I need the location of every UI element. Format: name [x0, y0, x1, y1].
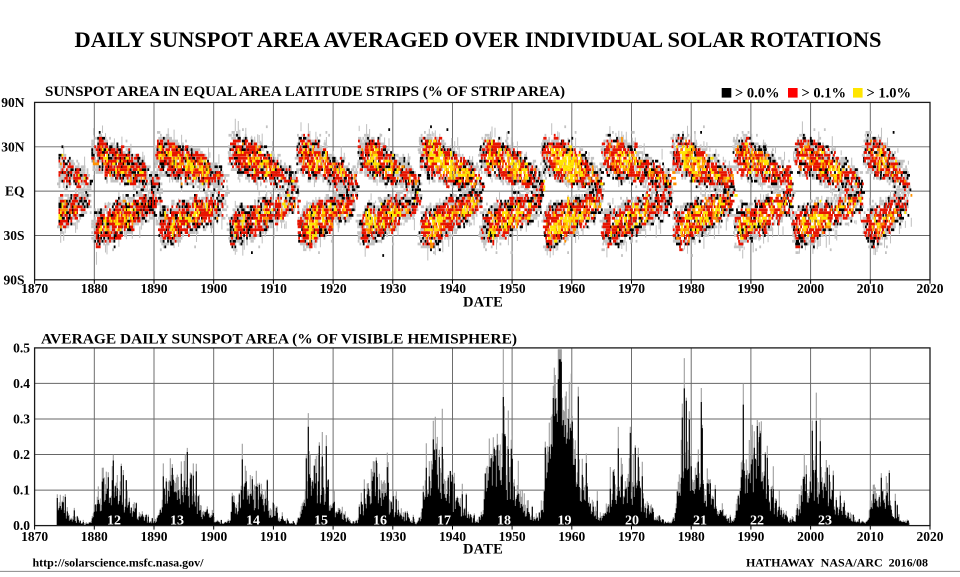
svg-text:1870: 1870 [21, 529, 48, 544]
svg-text:1900: 1900 [200, 281, 227, 296]
svg-text:30S: 30S [3, 228, 24, 243]
svg-text:1880: 1880 [81, 281, 108, 296]
svg-text:0.5: 0.5 [13, 341, 30, 356]
svg-text:1980: 1980 [678, 281, 705, 296]
svg-text:1930: 1930 [379, 529, 406, 544]
svg-text:2010: 2010 [857, 529, 884, 544]
svg-text:0.3: 0.3 [13, 412, 30, 427]
svg-text:DATE: DATE [463, 295, 503, 311]
svg-text:SUNSPOT AREA IN EQUAL AREA LAT: SUNSPOT AREA IN EQUAL AREA LATITUDE STRI… [45, 84, 565, 100]
svg-text:1990: 1990 [737, 529, 764, 544]
svg-text:0.4: 0.4 [13, 376, 30, 391]
svg-text:DATE: DATE [463, 542, 503, 558]
svg-text:14: 14 [246, 514, 260, 529]
svg-text:1920: 1920 [320, 529, 347, 544]
svg-text:0.1: 0.1 [13, 483, 30, 498]
svg-text:1940: 1940 [439, 281, 466, 296]
svg-text:22: 22 [750, 514, 764, 529]
svg-text:1910: 1910 [260, 281, 287, 296]
svg-text:1900: 1900 [200, 529, 227, 544]
svg-text:2000: 2000 [797, 529, 824, 544]
svg-text:1920: 1920 [320, 281, 347, 296]
svg-text:1880: 1880 [81, 529, 108, 544]
svg-text:> 0.0%: > 0.0% [735, 86, 780, 102]
svg-text:1890: 1890 [141, 281, 168, 296]
svg-text:90N: 90N [1, 95, 25, 110]
svg-text:2020: 2020 [917, 281, 944, 296]
svg-text:90S: 90S [3, 272, 24, 287]
svg-text:EQ: EQ [5, 184, 25, 199]
svg-text:16: 16 [373, 514, 387, 529]
svg-text:> 0.1%: > 0.1% [802, 86, 847, 102]
svg-text:1930: 1930 [379, 281, 406, 296]
svg-text:13: 13 [170, 514, 184, 529]
svg-text:2000: 2000 [797, 281, 824, 296]
svg-text:18: 18 [497, 514, 511, 529]
svg-text:AVERAGE DAILY SUNSPOT AREA (%: AVERAGE DAILY SUNSPOT AREA (% OF VISIBLE… [41, 332, 517, 348]
svg-text:1940: 1940 [439, 529, 466, 544]
svg-text:0.2: 0.2 [13, 447, 30, 462]
svg-text:2010: 2010 [857, 281, 884, 296]
svg-text:19: 19 [558, 514, 572, 529]
svg-text:1960: 1960 [558, 529, 585, 544]
svg-text:30N: 30N [1, 139, 25, 154]
svg-text:http://solarscience.msfc.nasa.: http://solarscience.msfc.nasa.gov/ [33, 556, 205, 570]
svg-text:0.0: 0.0 [13, 518, 30, 533]
svg-text:1960: 1960 [558, 281, 585, 296]
svg-text:1970: 1970 [618, 281, 645, 296]
svg-text:12: 12 [107, 514, 121, 529]
svg-text:17: 17 [437, 514, 451, 529]
svg-text:DAILY SUNSPOT AREA AVERAGED OV: DAILY SUNSPOT AREA AVERAGED OVER INDIVID… [75, 27, 882, 52]
svg-text:1990: 1990 [737, 281, 764, 296]
svg-text:1910: 1910 [260, 529, 287, 544]
svg-text:> 1.0%: > 1.0% [867, 86, 912, 102]
svg-text:1980: 1980 [678, 529, 705, 544]
svg-text:1950: 1950 [499, 281, 526, 296]
svg-text:HATHAWAY NASA/ARC 2016/08: HATHAWAY NASA/ARC 2016/08 [746, 556, 928, 570]
svg-text:1950: 1950 [499, 529, 526, 544]
svg-text:1890: 1890 [141, 529, 168, 544]
svg-text:1870: 1870 [21, 281, 48, 296]
svg-text:15: 15 [314, 514, 328, 529]
svg-text:23: 23 [818, 514, 832, 529]
svg-text:2020: 2020 [917, 529, 944, 544]
svg-text:21: 21 [693, 514, 707, 529]
svg-text:1970: 1970 [618, 529, 645, 544]
svg-text:20: 20 [625, 514, 639, 529]
